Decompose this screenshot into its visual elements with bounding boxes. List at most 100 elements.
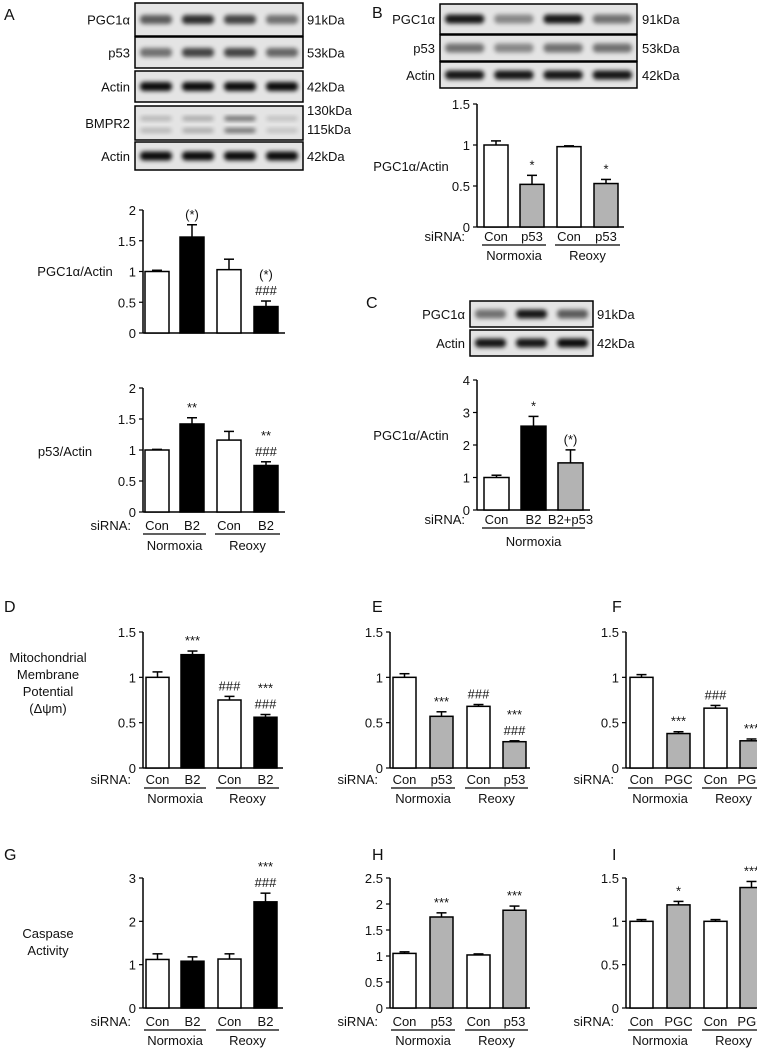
blot-band: [543, 70, 583, 80]
blot-b-1: PGC1α 91kDa: [392, 3, 680, 35]
significance-mark: ***: [671, 714, 686, 729]
blot-band: [475, 338, 506, 348]
group-label: Normoxia: [632, 1033, 688, 1048]
blot-label: Actin: [101, 149, 130, 164]
chart-e: 00.511.5Con***p53###Con***###p53siRNA:No…: [338, 625, 530, 806]
y-tick-label: 1.5: [118, 412, 136, 427]
y-tick-label: 0: [376, 761, 383, 776]
y-tick-label: 0: [612, 1001, 619, 1016]
chart-f: 0 0.5 1 1.5 Con *** PGC ### Con *** PGC siRNA: Normo…: [574, 625, 757, 806]
blot-band: [224, 82, 256, 91]
x-tick-label: p53: [431, 772, 453, 787]
blot-band: [182, 15, 214, 24]
blot-band: [140, 151, 172, 161]
blot-size: 42kDa: [597, 336, 635, 351]
blot-band: [494, 70, 534, 80]
y-axis-label: Caspase: [22, 926, 73, 941]
bar: [703, 707, 728, 769]
bar: [666, 904, 691, 1009]
bar: [666, 732, 691, 769]
group-label: Reoxy: [229, 538, 266, 553]
blot-band: [140, 48, 172, 57]
x-tick-label: p53: [504, 772, 526, 787]
blot-band: [543, 14, 583, 24]
x-tick-label: Con: [467, 772, 491, 787]
blot-c-1: PGC1α 91kDa: [422, 300, 635, 328]
y-tick-label: 0.5: [118, 295, 136, 310]
significance-mark: (*): [259, 267, 273, 282]
y-tick-label: 1: [129, 265, 136, 280]
y-tick-label: 1: [463, 138, 470, 153]
y-tick-label: 0.5: [365, 975, 383, 990]
blot-band: [543, 43, 583, 53]
y-tick-label: 0.5: [118, 716, 136, 731]
blot-band: [182, 128, 214, 133]
significance-mark: ***: [434, 895, 449, 910]
significance-mark: *: [531, 398, 536, 413]
blot-label: Actin: [406, 68, 435, 83]
y-tick-label: 1: [612, 670, 619, 685]
x-tick-label: Con: [630, 1014, 654, 1029]
x-tick-label: Con: [485, 512, 509, 527]
blot-size: 53kDa: [642, 41, 680, 56]
group-label: Reoxy: [715, 1033, 752, 1048]
blot-size: 42kDa: [642, 68, 680, 83]
x-tick-label: Con: [217, 518, 241, 533]
bar: [593, 182, 619, 228]
blot-label: Actin: [101, 80, 130, 95]
y-tick-label: 1: [129, 958, 136, 973]
blot-band: [182, 151, 214, 161]
y-tick-label: 1: [129, 443, 136, 458]
blot-label: PGC1α: [392, 12, 435, 27]
blot-band: [140, 82, 172, 91]
blot-size: 91kDa: [307, 13, 345, 28]
panel-letter-g: G: [4, 847, 16, 864]
bar: [466, 705, 491, 769]
y-tick-label: 1.5: [365, 625, 383, 640]
chart-b: 0 0.5 1 1.5 PGC1α/Actin Con * p53 Con * p53 siRNA: N…: [373, 97, 624, 263]
panel-letter-c: C: [366, 295, 378, 312]
blot-band: [475, 309, 506, 319]
significance-mark: ***: [744, 721, 757, 736]
y-axis-label: Activity: [27, 943, 69, 958]
chart-g: 0 1 2 3 Caspase Activity Con B2 Con ***### B2 siRNA…: [22, 859, 283, 1048]
y-tick-label: 1.5: [118, 625, 136, 640]
blot-size: 42kDa: [307, 80, 345, 95]
y-axis-label: PGC1α/Actin: [373, 159, 448, 174]
x-tick-label: Con: [630, 772, 654, 787]
significance-mark: ###: [255, 875, 277, 890]
bar: [739, 886, 757, 1009]
group-label: Normoxia: [395, 791, 451, 806]
significance-mark: **: [187, 400, 197, 415]
bar: [502, 740, 527, 769]
blot-band: [266, 48, 298, 57]
bar: [629, 676, 654, 769]
x-tick-label: B2: [258, 1014, 274, 1029]
blot-band: [516, 309, 547, 319]
panel-letter-e: E: [372, 599, 383, 616]
y-axis-label: (Δψm): [29, 701, 66, 716]
bar: [253, 305, 279, 334]
blot-band: [140, 128, 172, 133]
y-tick-label: 1.5: [118, 234, 136, 249]
group-label: Reoxy: [229, 791, 266, 806]
y-tick-label: 4: [463, 373, 470, 388]
y-tick-label: 0: [376, 1001, 383, 1016]
bar: [253, 901, 278, 1009]
bar: [179, 236, 205, 334]
group-label: Normoxia: [506, 534, 562, 549]
blot-band: [182, 116, 214, 121]
x-tick-label: Con: [146, 772, 170, 787]
blot-band: [182, 48, 214, 57]
sirna-label: siRNA:: [574, 1014, 614, 1029]
significance-mark: ***: [507, 707, 522, 722]
blot-band: [182, 82, 214, 91]
y-tick-label: 2: [129, 381, 136, 396]
blot-band: [516, 338, 547, 348]
sirna-label: siRNA:: [338, 772, 378, 787]
bar: [144, 270, 170, 334]
y-axis-label: PGC1α/Actin: [373, 428, 448, 443]
significance-mark: ###: [504, 723, 526, 738]
y-tick-label: 2: [463, 438, 470, 453]
y-tick-label: 3: [463, 406, 470, 421]
